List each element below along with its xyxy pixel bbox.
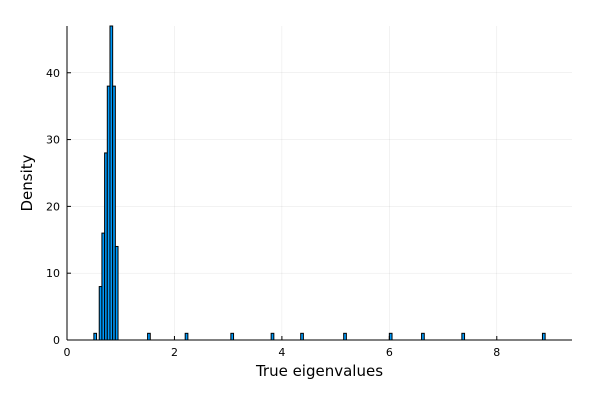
histogram-bar-15 bbox=[421, 332, 425, 341]
histogram-bar-16 bbox=[461, 332, 466, 341]
histogram-bar-11 bbox=[270, 332, 275, 341]
x-tick-label-0: 0 bbox=[64, 346, 71, 359]
x-tick-label-1: 2 bbox=[171, 346, 178, 359]
histogram-bar-9 bbox=[184, 332, 189, 341]
y-tick-label-0: 0 bbox=[53, 334, 60, 347]
y-tick-label-4: 40 bbox=[46, 67, 60, 80]
bars bbox=[93, 25, 546, 341]
histogram-bar-12 bbox=[300, 332, 304, 341]
axes bbox=[66, 26, 572, 341]
x-axis-title: True eigenvalues bbox=[255, 362, 383, 380]
y-axis-title: Density bbox=[18, 154, 36, 211]
y-tick-label-2: 20 bbox=[46, 200, 60, 213]
ticks: 0 2 4 6 8 0 10 20 30 40 bbox=[46, 67, 500, 359]
y-tick-label-1: 10 bbox=[46, 267, 60, 280]
histogram-bar-17 bbox=[541, 332, 546, 341]
y-tick-label-3: 30 bbox=[46, 134, 60, 147]
histogram-bar-8 bbox=[147, 332, 151, 341]
histogram-bar-7 bbox=[114, 245, 119, 341]
x-tick-label-2: 4 bbox=[278, 346, 285, 359]
histogram-bar-10 bbox=[230, 332, 235, 341]
x-tick-label-3: 6 bbox=[386, 346, 393, 359]
histogram-bar-13 bbox=[343, 332, 347, 341]
grid bbox=[66, 26, 572, 341]
histogram-bar-0 bbox=[93, 332, 98, 341]
x-tick-label-4: 8 bbox=[493, 346, 500, 359]
